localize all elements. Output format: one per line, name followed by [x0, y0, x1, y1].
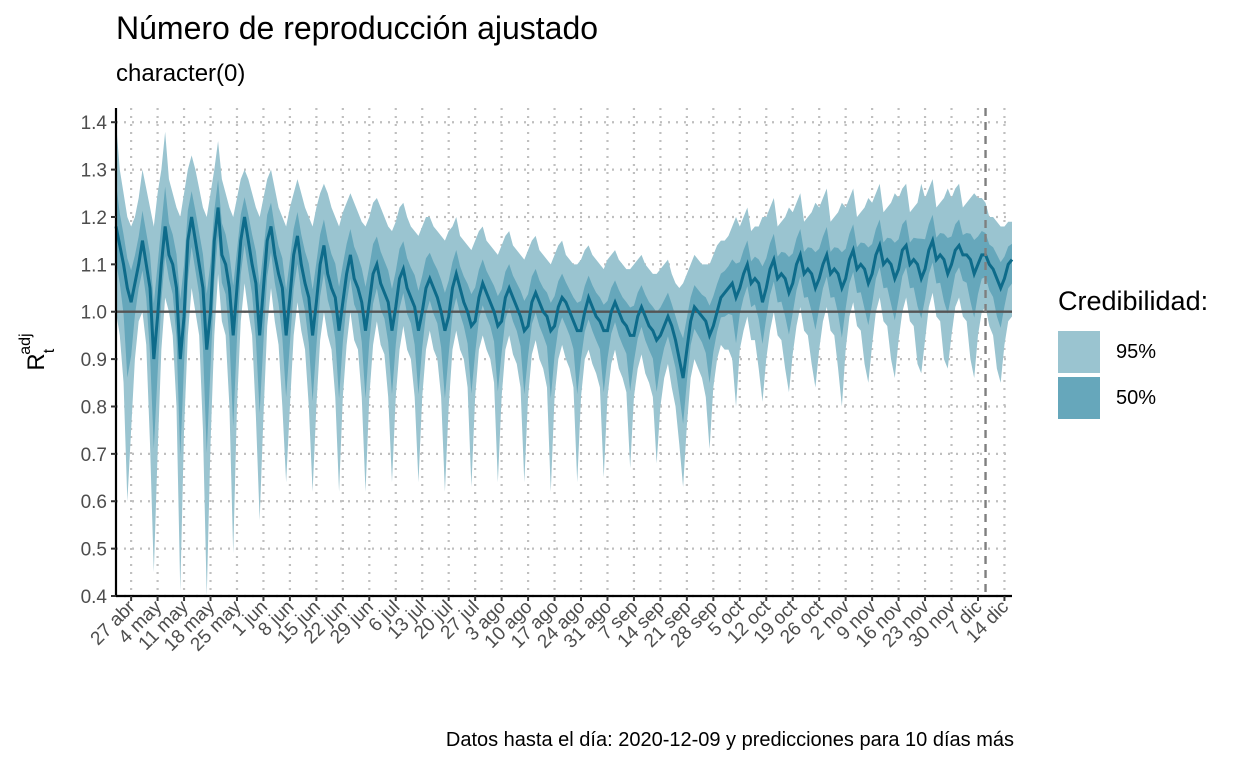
y-axis-label-text: Rtadj	[17, 333, 58, 370]
rt-mean-line	[114, 207, 1014, 379]
y-tick-label-0: 0.4	[81, 587, 108, 608]
chart-title: Número de reproducción ajustado	[116, 10, 599, 46]
legend-item-95: 95%	[1058, 329, 1208, 375]
y-tick-label-2: 0.6	[81, 492, 107, 513]
legend-title: Credibilidad:	[1058, 286, 1209, 316]
legend-swatch-50	[1058, 377, 1100, 419]
grid-lines	[116, 108, 1012, 598]
y-axis-ticks: 0.4 0.5 0.6 0.7 0.8 0.9 1.0 1.1 1.2 1.3 1.4	[81, 113, 116, 608]
chart-subtitle: character(0)	[116, 60, 246, 87]
credible-band-50	[116, 179, 1012, 457]
y-tick-label-10: 1.4	[81, 113, 108, 134]
legend-item-50: 50%	[1058, 375, 1208, 421]
legend-swatch-95	[1058, 331, 1100, 373]
y-tick-label-8: 1.2	[81, 208, 107, 229]
legend: Credibilidad: 95% 50%	[1058, 286, 1208, 421]
y-tick-label-1: 0.5	[81, 540, 107, 561]
y-tick-label-6: 1.0	[81, 303, 107, 324]
y-tick-label-7: 1.1	[81, 255, 107, 276]
y-tick-label-5: 0.9	[81, 350, 107, 371]
y-axis-label: Rtadj	[17, 333, 58, 370]
credible-band-95	[116, 122, 1012, 596]
axes	[114, 108, 1012, 598]
y-tick-label-9: 1.3	[81, 161, 107, 182]
y-tick-label-3: 0.7	[81, 445, 107, 466]
legend-label-95: 95%	[1116, 340, 1157, 363]
chart-caption: Datos hasta el día: 2020-12-09 y predicc…	[445, 729, 1014, 751]
legend-label-50: 50%	[1116, 386, 1157, 409]
y-tick-label-4: 0.8	[81, 397, 107, 418]
